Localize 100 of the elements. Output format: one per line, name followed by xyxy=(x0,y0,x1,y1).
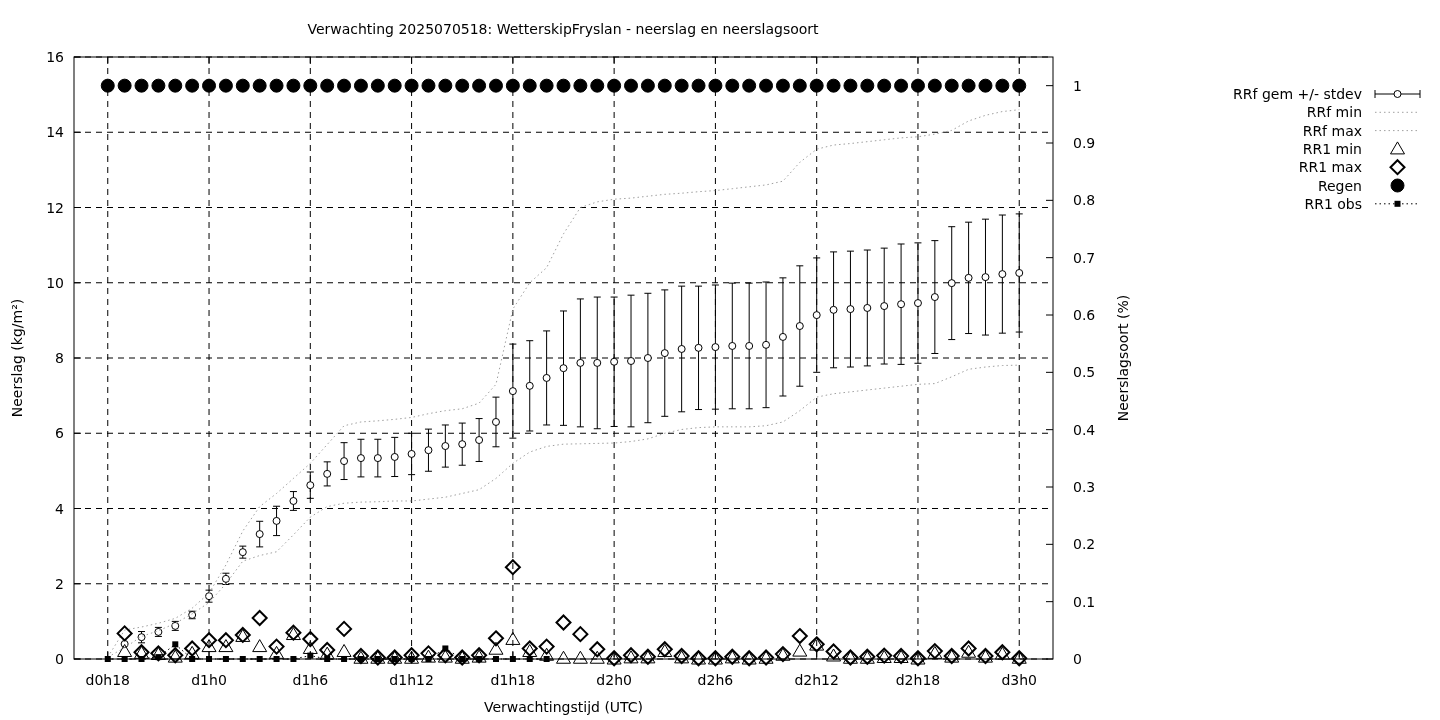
point xyxy=(627,357,636,366)
x-tick-label: d0h18 xyxy=(85,672,130,688)
point xyxy=(930,293,939,302)
point xyxy=(488,641,504,655)
y-tick-label: 0 xyxy=(55,651,64,667)
point xyxy=(201,639,217,653)
point xyxy=(306,481,315,490)
point xyxy=(336,620,353,637)
x-axis-title: Verwachtingstijd (UTC) xyxy=(483,699,644,715)
point xyxy=(913,299,922,308)
point xyxy=(390,452,399,461)
point xyxy=(442,645,449,652)
y2-tick-label: 1 xyxy=(1073,77,1082,94)
y2-tick-label: 0.8 xyxy=(1073,192,1096,209)
point xyxy=(184,645,200,659)
point xyxy=(795,322,804,331)
point xyxy=(960,640,977,657)
point xyxy=(252,639,268,653)
y-tick-label: 6 xyxy=(55,425,65,442)
point xyxy=(356,454,365,463)
point xyxy=(572,626,589,643)
point xyxy=(256,656,263,662)
x-tick-label: d1h12 xyxy=(389,672,434,688)
point xyxy=(475,436,484,445)
point xyxy=(336,643,352,657)
y2-tick-label: 0.2 xyxy=(1073,536,1096,553)
legend-label: RR1 max xyxy=(1298,159,1362,176)
point xyxy=(543,656,550,662)
point xyxy=(525,381,534,390)
y2-tick-label: 0.5 xyxy=(1073,364,1096,381)
point xyxy=(593,358,602,367)
point xyxy=(255,530,264,539)
y-tick-label: 8 xyxy=(55,350,64,366)
point xyxy=(458,440,467,449)
point xyxy=(829,305,838,314)
y-tick-label: 16 xyxy=(46,49,65,65)
point xyxy=(201,632,218,649)
point xyxy=(407,449,416,458)
x-tick-label: d1h18 xyxy=(490,672,536,688)
legend-label: RRf max xyxy=(1302,122,1362,139)
legend-label: RRf min xyxy=(1306,104,1362,121)
point xyxy=(762,340,771,349)
y-tick-label: 14 xyxy=(46,124,65,141)
point xyxy=(576,358,585,367)
point xyxy=(694,343,703,352)
y-tick-label: 4 xyxy=(55,500,65,517)
chart-title: Verwachting 2025070518: WetterskipFryslan - neerslag en neerslagsoort xyxy=(307,21,820,37)
y2-tick-label: 0 xyxy=(1073,651,1082,667)
point xyxy=(289,496,298,505)
point xyxy=(217,632,234,649)
point xyxy=(610,357,619,366)
y2-tick-label: 0.1 xyxy=(1073,593,1096,610)
point xyxy=(492,656,499,662)
point xyxy=(491,417,500,426)
point xyxy=(556,650,571,664)
point xyxy=(239,656,246,662)
y-axis-title: Neerslag (kg/m²) xyxy=(9,298,25,418)
point xyxy=(116,625,133,642)
y-tick-label: 10 xyxy=(46,274,64,291)
point xyxy=(206,656,213,662)
point xyxy=(104,656,111,662)
x-tick-label: d3h0 xyxy=(1001,672,1038,688)
point xyxy=(508,387,517,396)
legend-label: RRf gem +/- stdev xyxy=(1233,86,1362,102)
y2-tick-label: 0.9 xyxy=(1073,135,1096,151)
point xyxy=(138,656,145,662)
x-tick-label: d1h6 xyxy=(292,672,329,688)
point xyxy=(340,457,349,466)
point xyxy=(307,652,314,659)
point xyxy=(424,446,433,455)
point xyxy=(509,656,516,662)
point xyxy=(319,641,336,658)
point xyxy=(302,640,318,654)
y-tick-label: 2 xyxy=(55,575,64,592)
point xyxy=(269,645,285,659)
point xyxy=(677,344,686,353)
point xyxy=(559,364,568,373)
point xyxy=(791,628,808,645)
x-tick-label: d1h0 xyxy=(191,672,227,688)
point xyxy=(947,279,956,288)
point xyxy=(117,643,133,657)
point xyxy=(863,303,872,312)
point xyxy=(184,640,201,657)
point xyxy=(897,300,906,309)
point xyxy=(189,656,196,662)
point xyxy=(778,332,787,341)
point xyxy=(711,343,720,352)
point xyxy=(222,656,229,662)
point xyxy=(961,644,977,658)
point xyxy=(643,354,652,362)
point xyxy=(272,516,281,525)
point xyxy=(792,643,808,657)
legend-label: Regen xyxy=(1317,177,1362,194)
legend-label: RR1 min xyxy=(1302,140,1362,157)
point xyxy=(542,373,551,382)
point xyxy=(825,643,842,660)
point xyxy=(172,641,179,648)
point xyxy=(964,273,973,282)
point xyxy=(981,273,990,282)
point xyxy=(487,630,504,647)
